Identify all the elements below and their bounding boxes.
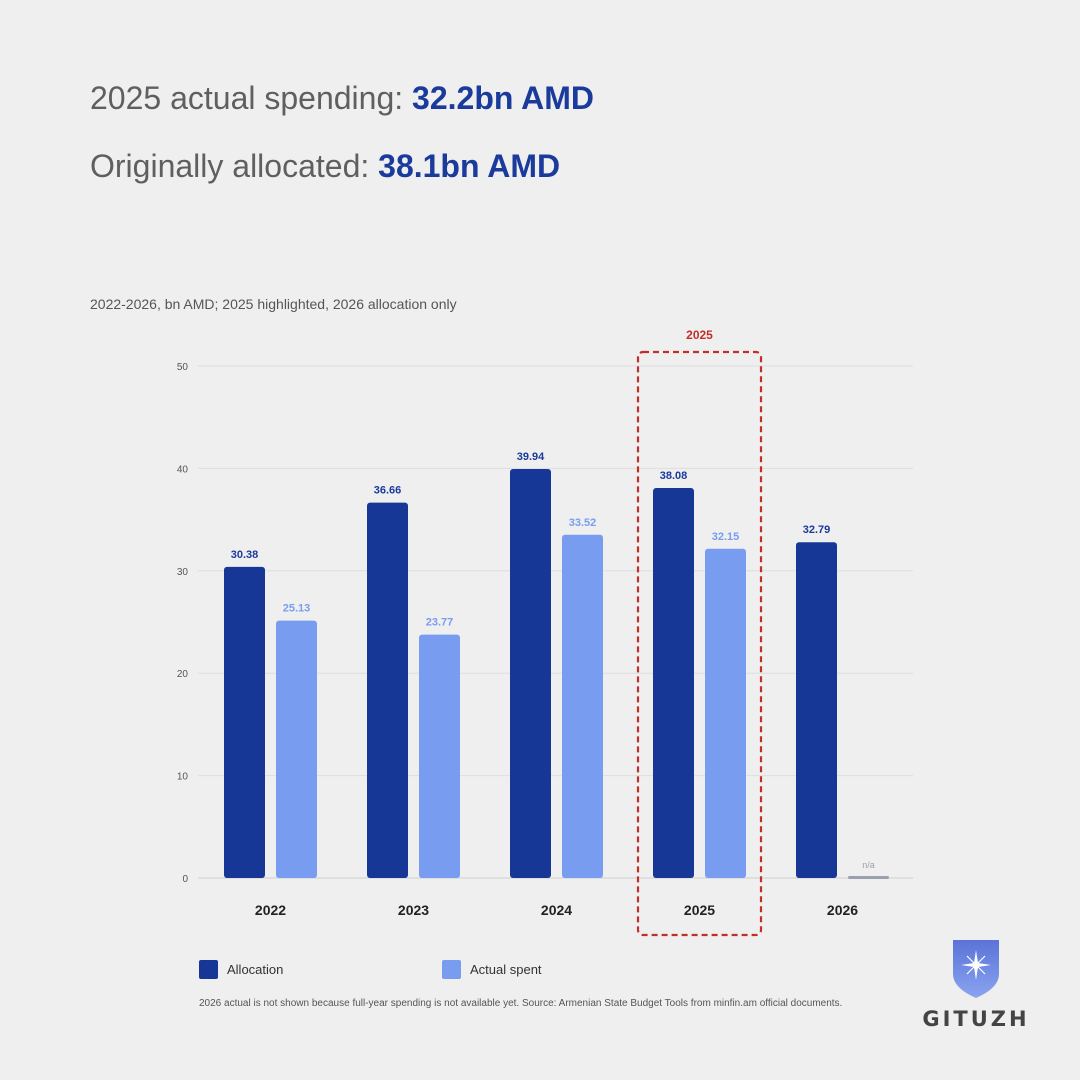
data-label: 38.08 — [660, 470, 688, 482]
data-label: 23.77 — [426, 617, 454, 629]
bar-actual — [705, 548, 746, 878]
x-tick-label: 2024 — [541, 902, 572, 918]
bar-actual — [562, 534, 603, 878]
footnote: 2026 actual is not shown because full-ye… — [199, 998, 843, 1009]
headline-allocated-value: 38.1bn AMD — [378, 148, 561, 184]
y-tick-label: 20 — [177, 669, 189, 680]
data-label: 39.94 — [517, 451, 545, 463]
bar-chart: 0 10 20 30 40 50 30.38 25.13 2022 36.66 23.77 2023 3… — [177, 328, 913, 937]
bar-allocation — [367, 502, 408, 878]
x-tick-label: 2022 — [255, 902, 286, 918]
data-label: 25.13 — [283, 603, 311, 615]
legend-item-actual: Actual spent — [442, 960, 542, 979]
logo-text: GITUZH — [922, 1007, 1030, 1031]
bar-na — [848, 876, 889, 879]
headline-actual-label: 2025 actual spending: — [90, 80, 413, 116]
bar-allocation — [653, 488, 694, 878]
y-tick-label: 40 — [177, 464, 189, 475]
data-label: 30.38 — [231, 549, 259, 561]
headline-allocated-label: Originally allocated: — [90, 148, 379, 184]
x-tick-label: 2025 — [684, 902, 715, 918]
x-tick-label: 2023 — [398, 902, 429, 918]
headline-allocated: Originally allocated: 38.1bn AMD — [90, 148, 560, 185]
bar-allocation — [796, 542, 837, 878]
logo: GITUZH — [922, 936, 1030, 1031]
y-tick-label: 30 — [177, 567, 189, 578]
legend-swatch-allocation — [199, 960, 218, 979]
y-tick-label: 0 — [182, 874, 188, 885]
bar-allocation — [224, 566, 265, 878]
bar-actual — [419, 634, 460, 878]
data-label: 33.52 — [569, 517, 597, 529]
legend-label-allocation: Allocation — [227, 962, 284, 977]
data-label: n/a — [862, 860, 875, 870]
legend-label-actual: Actual spent — [470, 962, 542, 977]
legend-swatch-actual — [442, 960, 461, 979]
headline-actual: 2025 actual spending: 32.2bn AMD — [90, 80, 594, 117]
y-tick-label: 10 — [177, 772, 189, 783]
legend-item-allocation: Allocation — [199, 960, 283, 979]
bar-allocation — [510, 469, 551, 878]
headline-actual-value: 32.2bn AMD — [412, 80, 594, 116]
y-tick-label: 50 — [177, 362, 189, 373]
chart-subtitle: 2022-2026, bn AMD; 2025 highlighted, 202… — [90, 296, 457, 312]
data-label: 32.15 — [712, 531, 740, 543]
x-tick-label: 2026 — [827, 902, 858, 918]
data-label: 32.79 — [803, 524, 831, 536]
shield-star-icon — [953, 940, 999, 998]
highlight-label: 2025 — [686, 328, 713, 342]
data-label: 36.66 — [374, 485, 402, 497]
bar-actual — [276, 620, 317, 878]
